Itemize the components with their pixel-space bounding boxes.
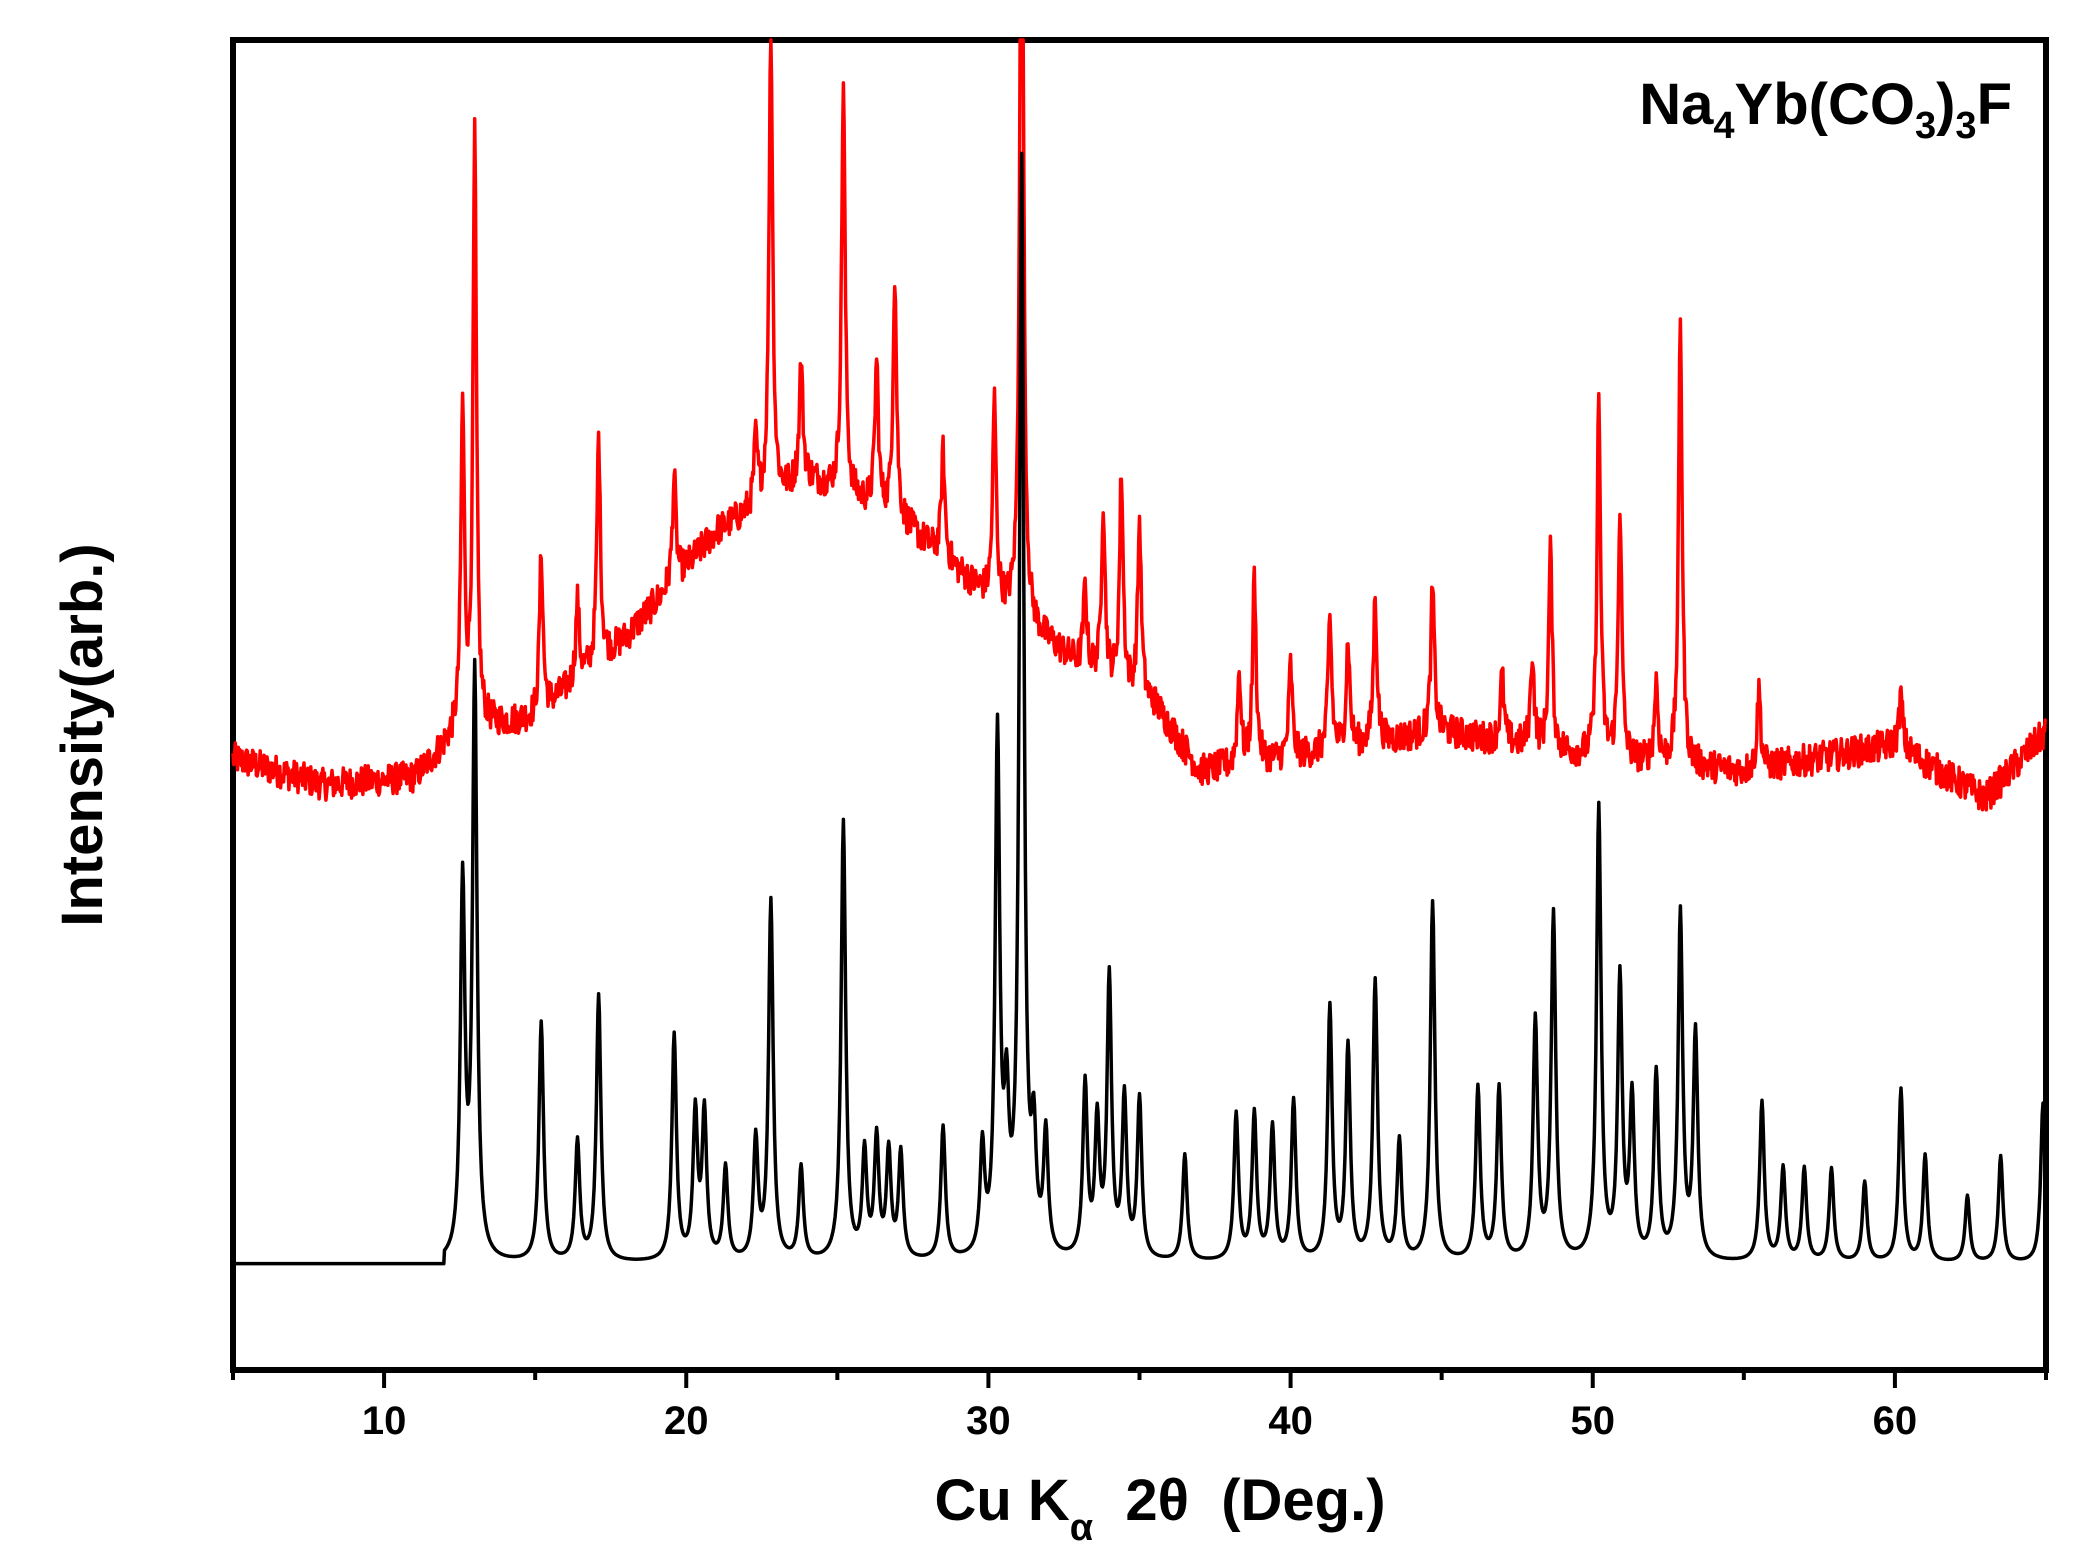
experimental-pattern-line	[231, 38, 2048, 812]
x-tick-label: 30	[966, 1399, 1011, 1443]
x-tick-label: 10	[362, 1399, 407, 1443]
x-tick-label: 60	[1873, 1399, 1918, 1443]
x-ticks	[231, 1370, 2048, 1388]
x-tick-label: 50	[1571, 1399, 1616, 1443]
calculated-pattern-line	[232, 151, 2048, 1266]
x-tick-label: 40	[1268, 1399, 1313, 1443]
plot-frame	[230, 37, 2049, 1373]
x-tick-labels: 10 20 30 40 50 60	[362, 1399, 1917, 1443]
x-tick-label: 20	[664, 1399, 709, 1443]
x-axis-title: Cu Kα 2θ (Deg.)	[934, 1468, 1385, 1549]
y-axis-title: Intensity(arb.)	[50, 543, 115, 927]
compound-formula: Na4Yb(CO3)3F	[1639, 72, 2012, 147]
series-group	[231, 38, 2048, 1266]
